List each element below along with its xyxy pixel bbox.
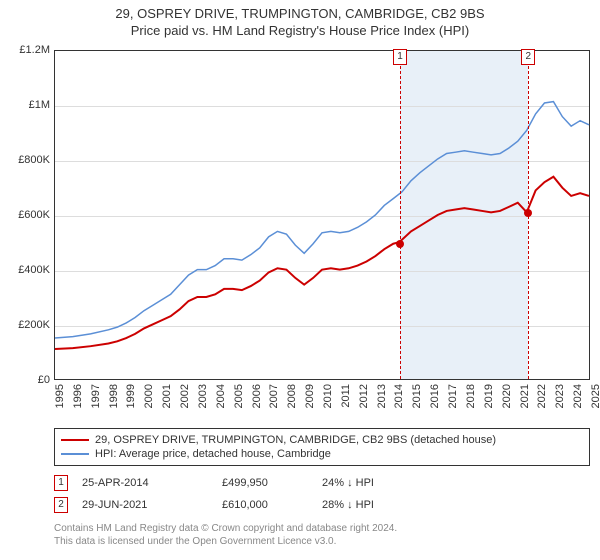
event-dot xyxy=(524,209,532,217)
footer-line-1: Contains HM Land Registry data © Crown c… xyxy=(54,522,590,535)
y-tick-label: £600K xyxy=(0,209,50,221)
event-marker-box: 1 xyxy=(393,49,407,65)
legend-label-subject: 29, OSPREY DRIVE, TRUMPINGTON, CAMBRIDGE… xyxy=(95,434,496,446)
event-marker-box: 2 xyxy=(521,49,535,65)
series-line-hpi xyxy=(55,102,589,338)
legend-item-hpi: HPI: Average price, detached house, Camb… xyxy=(61,447,583,461)
footer-note: Contains HM Land Registry data © Crown c… xyxy=(54,522,590,548)
legend-item-subject: 29, OSPREY DRIVE, TRUMPINGTON, CAMBRIDGE… xyxy=(61,433,583,447)
event-delta: 24% ↓ HPI xyxy=(322,477,442,489)
event-date: 25-APR-2014 xyxy=(82,477,222,489)
x-tick-label: 2025 xyxy=(590,384,600,408)
event-vline xyxy=(400,51,401,379)
y-tick-label: £1M xyxy=(0,99,50,111)
event-row-1: 1 25-APR-2014 £499,950 24% ↓ HPI xyxy=(54,472,590,494)
y-tick-label: £0 xyxy=(0,374,50,386)
events-table: 1 25-APR-2014 £499,950 24% ↓ HPI 2 29-JU… xyxy=(54,472,590,516)
plot-inner: 12 xyxy=(54,50,590,380)
series-line-subject xyxy=(55,177,589,349)
chart-titles: 29, OSPREY DRIVE, TRUMPINGTON, CAMBRIDGE… xyxy=(0,0,600,40)
y-tick-label: £800K xyxy=(0,154,50,166)
legend-label-hpi: HPI: Average price, detached house, Camb… xyxy=(95,448,331,460)
y-tick-label: £1.2M xyxy=(0,44,50,56)
event-row-2: 2 29-JUN-2021 £610,000 28% ↓ HPI xyxy=(54,494,590,516)
y-tick-label: £200K xyxy=(0,319,50,331)
legend: 29, OSPREY DRIVE, TRUMPINGTON, CAMBRIDGE… xyxy=(54,428,590,466)
chart-title: 29, OSPREY DRIVE, TRUMPINGTON, CAMBRIDGE… xyxy=(0,6,600,21)
event-number-box: 2 xyxy=(54,497,68,513)
event-price: £499,950 xyxy=(222,477,322,489)
footer-line-2: This data is licensed under the Open Gov… xyxy=(54,535,590,548)
event-number-box: 1 xyxy=(54,475,68,491)
plot-area: 12 £0£200K£400K£600K£800K£1M£1.2M1995199… xyxy=(0,40,600,420)
y-tick-label: £400K xyxy=(0,264,50,276)
legend-swatch-subject xyxy=(61,439,89,441)
chart-subtitle: Price paid vs. HM Land Registry's House … xyxy=(0,23,600,38)
chart-container: 29, OSPREY DRIVE, TRUMPINGTON, CAMBRIDGE… xyxy=(0,0,600,548)
event-dot xyxy=(396,240,404,248)
event-price: £610,000 xyxy=(222,499,322,511)
legend-swatch-hpi xyxy=(61,453,89,455)
event-date: 29-JUN-2021 xyxy=(82,499,222,511)
event-delta: 28% ↓ HPI xyxy=(322,499,442,511)
series-lines xyxy=(55,51,589,379)
